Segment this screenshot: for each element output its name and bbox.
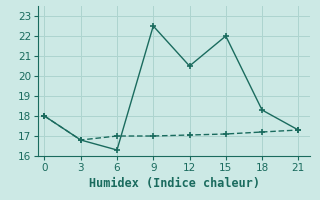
X-axis label: Humidex (Indice chaleur): Humidex (Indice chaleur) <box>89 177 260 190</box>
